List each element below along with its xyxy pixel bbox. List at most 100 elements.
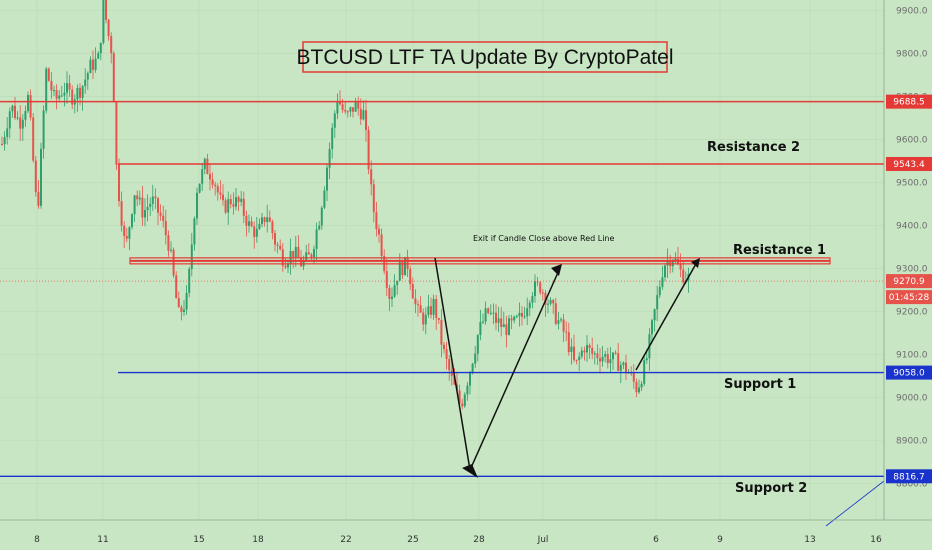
candle-body (541, 292, 544, 294)
candle-body (482, 321, 484, 323)
candle-body (489, 312, 492, 314)
candle-body (666, 260, 669, 266)
candle-body (105, 0, 107, 20)
x-tick-label: 22 (340, 535, 351, 545)
candle-body (554, 303, 557, 324)
candle-body (123, 225, 126, 237)
candle-body (536, 281, 539, 283)
candle-body (310, 254, 313, 258)
breakout-arrow-line (635, 261, 698, 371)
candle-body (271, 221, 274, 234)
candle-body (32, 117, 35, 161)
candle-body (443, 344, 445, 350)
candle-body (307, 252, 310, 255)
candle-body (388, 287, 391, 299)
candle-body (596, 353, 599, 359)
candle-body (149, 203, 152, 207)
time-axis: 8 11 15 18 22 25 28 Jul 6 9 13 16 (0, 519, 932, 545)
candle-body (222, 194, 224, 201)
candle-body (180, 307, 183, 312)
candle-body (515, 316, 518, 318)
candle-body (237, 197, 240, 202)
candle-body (284, 265, 287, 268)
level-price-label: 8816.7 (893, 472, 925, 482)
candle-body (526, 308, 529, 317)
support2-trendline (825, 480, 885, 527)
candle-body (185, 292, 188, 310)
candle-body (209, 173, 211, 180)
exit-note: Exit if Candle Close above Red Line (473, 234, 615, 243)
level-price-tag (886, 365, 932, 380)
candle-body (107, 19, 110, 37)
x-tick-label: 8 (34, 535, 40, 545)
candle-body (11, 105, 14, 112)
candle-body (448, 358, 451, 371)
candle-body (378, 228, 380, 235)
price-axis: 8800.0 8900.0 9000.0 9100.0 9200.0 9300.0 9400… (883, 0, 932, 550)
candle-body (612, 352, 614, 360)
candle-body (354, 102, 357, 112)
candle-body (177, 298, 180, 308)
candle-body (336, 101, 339, 114)
y-tick-label: 9300.0 (896, 265, 928, 275)
candle-body (157, 198, 159, 213)
candle-body (63, 92, 66, 96)
candle-body (476, 335, 479, 354)
candle-body (580, 350, 583, 357)
candle-body (632, 372, 635, 382)
candle-body (406, 257, 409, 270)
candle-body (531, 296, 534, 303)
candle-body (359, 108, 362, 120)
candle-body (513, 316, 516, 321)
candle-body (588, 345, 591, 348)
candle-body (16, 117, 19, 119)
level-price-label: 9543.4 (893, 160, 925, 170)
candle-body (471, 363, 474, 373)
candle-body (305, 252, 308, 261)
candle-body (393, 285, 396, 297)
candle-body (6, 128, 9, 137)
candle-body (235, 197, 237, 207)
candle-body (375, 212, 378, 229)
candle-body (266, 217, 269, 223)
candle-body (619, 364, 622, 371)
candle-body (599, 358, 601, 362)
candle-body (518, 312, 521, 317)
candle-body (21, 119, 24, 129)
candle-body (560, 319, 562, 321)
candle-body (398, 261, 401, 281)
candle-layer (1, 0, 690, 410)
candle-body (625, 362, 627, 374)
candle-body (682, 269, 685, 283)
y-tick-label: 9600.0 (896, 136, 928, 146)
candle-body (198, 183, 201, 193)
x-tick-label: 18 (252, 535, 264, 545)
candle-body (328, 149, 331, 168)
candle-body (60, 95, 63, 97)
candle-body (570, 346, 573, 353)
candle-body (320, 207, 323, 226)
candle-body (341, 104, 344, 110)
candle-body (567, 332, 570, 353)
candle-body (250, 221, 253, 227)
candle-body (1, 143, 3, 145)
candle-body (586, 345, 588, 353)
candle-body (484, 308, 487, 322)
candle-body (604, 354, 607, 357)
candle-body (534, 281, 536, 297)
w-pattern-arrowhead-top (551, 264, 562, 276)
candle-body (318, 225, 321, 230)
candle-body (300, 257, 302, 267)
x-tick-label: 11 (97, 535, 108, 545)
candle-body (664, 265, 666, 278)
candle-body (365, 110, 367, 131)
candle-body (115, 102, 118, 165)
candle-body (362, 110, 365, 120)
candle-body (14, 105, 16, 118)
candle-body (79, 87, 81, 98)
candle-body (505, 324, 508, 335)
x-tick-label: Jul (537, 535, 549, 545)
candle-body (164, 221, 167, 236)
